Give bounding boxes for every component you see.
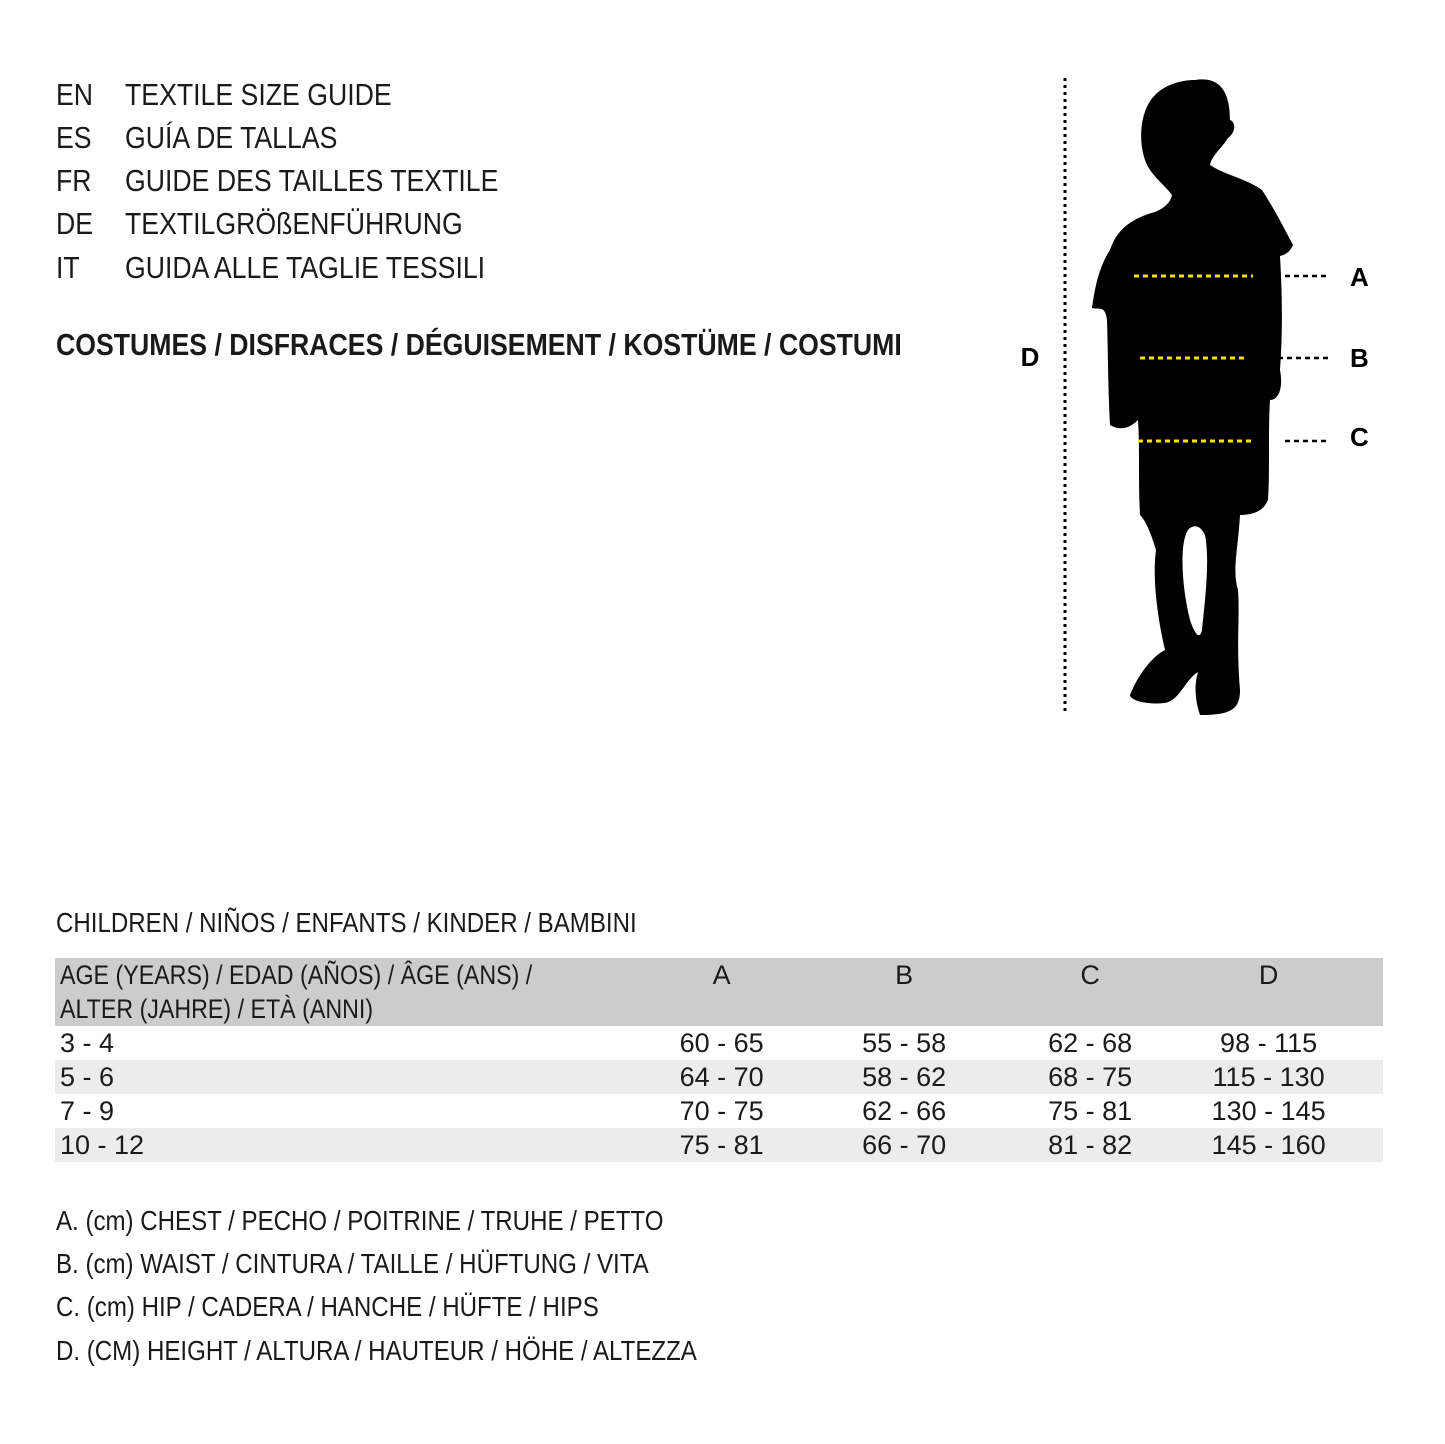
lang-title: GUIDE DES TAILLES TEXTILE (125, 163, 499, 198)
label-c: C (1350, 422, 1369, 452)
col-a-header: A (712, 960, 731, 990)
category-subtitle: COSTUMES / DISFRACES / DÉGUISEMENT / KOS… (56, 326, 1039, 364)
table-row: 5 - 6 64 - 70 58 - 62 68 - 75 115 - 130 (55, 1060, 1383, 1094)
section-title-text: CHILDREN / NIÑOS / ENFANTS / KINDER / BA… (56, 907, 637, 938)
legend-b: B. (cm) WAIST / CINTURA / TAILLE / HÜFTU… (56, 1246, 745, 1282)
size-table: AGE (YEARS) / EDAD (AÑOS) / ÂGE (ANS) / A… (55, 958, 1383, 1162)
value-cell-a: 75 - 81 (679, 1130, 764, 1160)
value-cell-a: 60 - 65 (679, 1028, 764, 1058)
age-cell: 3 - 4 (60, 1028, 115, 1058)
lang-code: FR (56, 163, 92, 198)
col-b-header: B (895, 960, 914, 990)
legend-c: C. (cm) HIP / CADERA / HANCHE / HÜFTE / … (56, 1289, 687, 1325)
age-cell: 5 - 6 (60, 1062, 115, 1092)
lang-title: GUIDA ALLE TAGLIE TESSILI (125, 250, 486, 285)
category-subtitle-text: COSTUMES / DISFRACES / DÉGUISEMENT / KOS… (56, 327, 902, 362)
col-d-header: D (1258, 960, 1279, 990)
age-header: AGE (YEARS) / EDAD (AÑOS) / ÂGE (ANS) / A… (55, 958, 609, 1026)
value-cell-c: 81 - 82 (1048, 1130, 1133, 1160)
label-b: B (1350, 343, 1369, 373)
value-cell-d: 145 - 160 (1211, 1130, 1326, 1160)
leg-gap (1182, 526, 1208, 636)
label-a: A (1350, 262, 1369, 292)
child-silhouette (1092, 79, 1293, 716)
age-cell: 10 - 12 (60, 1130, 145, 1160)
age-cell: 7 - 9 (60, 1096, 115, 1126)
value-cell-c: 68 - 75 (1048, 1062, 1133, 1092)
col-c-header: C (1080, 960, 1100, 990)
table-row: 10 - 12 75 - 81 66 - 70 81 - 82 145 - 160 (55, 1128, 1383, 1162)
legend-text: B. (cm) WAIST / CINTURA / TAILLE / HÜFTU… (56, 1248, 649, 1279)
lang-code: ES (56, 120, 92, 155)
lang-title: GUÍA DE TALLAS (125, 120, 338, 155)
table-row: 3 - 4 60 - 65 55 - 58 62 - 68 98 - 115 (55, 1026, 1383, 1060)
table-row: 7 - 9 70 - 75 62 - 66 75 - 81 130 - 145 (55, 1094, 1383, 1128)
lang-code: DE (56, 206, 94, 241)
pointer-lines (1278, 274, 1330, 443)
legend-d: D. (CM) HEIGHT / ALTURA / HAUTEUR / HÖHE… (56, 1333, 801, 1369)
legend-text: C. (cm) HIP / CADERA / HANCHE / HÜFTE / … (56, 1291, 599, 1322)
age-header-line2: ALTER (JAHRE) / ETÀ (ANNI) (60, 994, 374, 1024)
value-cell-c: 75 - 81 (1048, 1096, 1133, 1126)
value-cell-a: 70 - 75 (679, 1096, 764, 1126)
value-cell-b: 55 - 58 (862, 1028, 947, 1058)
value-cell-d: 98 - 115 (1220, 1028, 1318, 1058)
lang-title: TEXTILE SIZE GUIDE (125, 77, 392, 112)
value-cell-b: 58 - 62 (862, 1062, 947, 1092)
value-cell-d: 130 - 145 (1211, 1096, 1326, 1126)
value-cell-a: 64 - 70 (679, 1062, 764, 1092)
value-cell-b: 66 - 70 (862, 1130, 947, 1160)
legend-a: A. (cm) CHEST / PECHO / POITRINE / TRUHE… (56, 1203, 762, 1239)
legend-text: D. (CM) HEIGHT / ALTURA / HAUTEUR / HÖHE… (56, 1335, 697, 1366)
value-cell-b: 62 - 66 (862, 1096, 947, 1126)
value-cell-d: 115 - 130 (1212, 1062, 1325, 1092)
lang-title: TEXTILGRÖßENFÜHRUNG (125, 206, 463, 241)
section-title: CHILDREN / NIÑOS / ENFANTS / KINDER / BA… (56, 905, 731, 941)
lang-code: IT (56, 250, 80, 285)
label-d: D (1021, 342, 1040, 372)
measurement-diagram: D A B C (1021, 78, 1369, 716)
age-header-line1: AGE (YEARS) / EDAD (AÑOS) / ÂGE (ANS) / (60, 960, 533, 990)
measure-lines (1134, 274, 1255, 443)
table-header: AGE (YEARS) / EDAD (AÑOS) / ÂGE (ANS) / A… (55, 958, 1383, 1026)
value-cell-c: 62 - 68 (1048, 1028, 1133, 1058)
lang-code: EN (56, 77, 94, 112)
legend-text: A. (cm) CHEST / PECHO / POITRINE / TRUHE… (56, 1205, 664, 1236)
